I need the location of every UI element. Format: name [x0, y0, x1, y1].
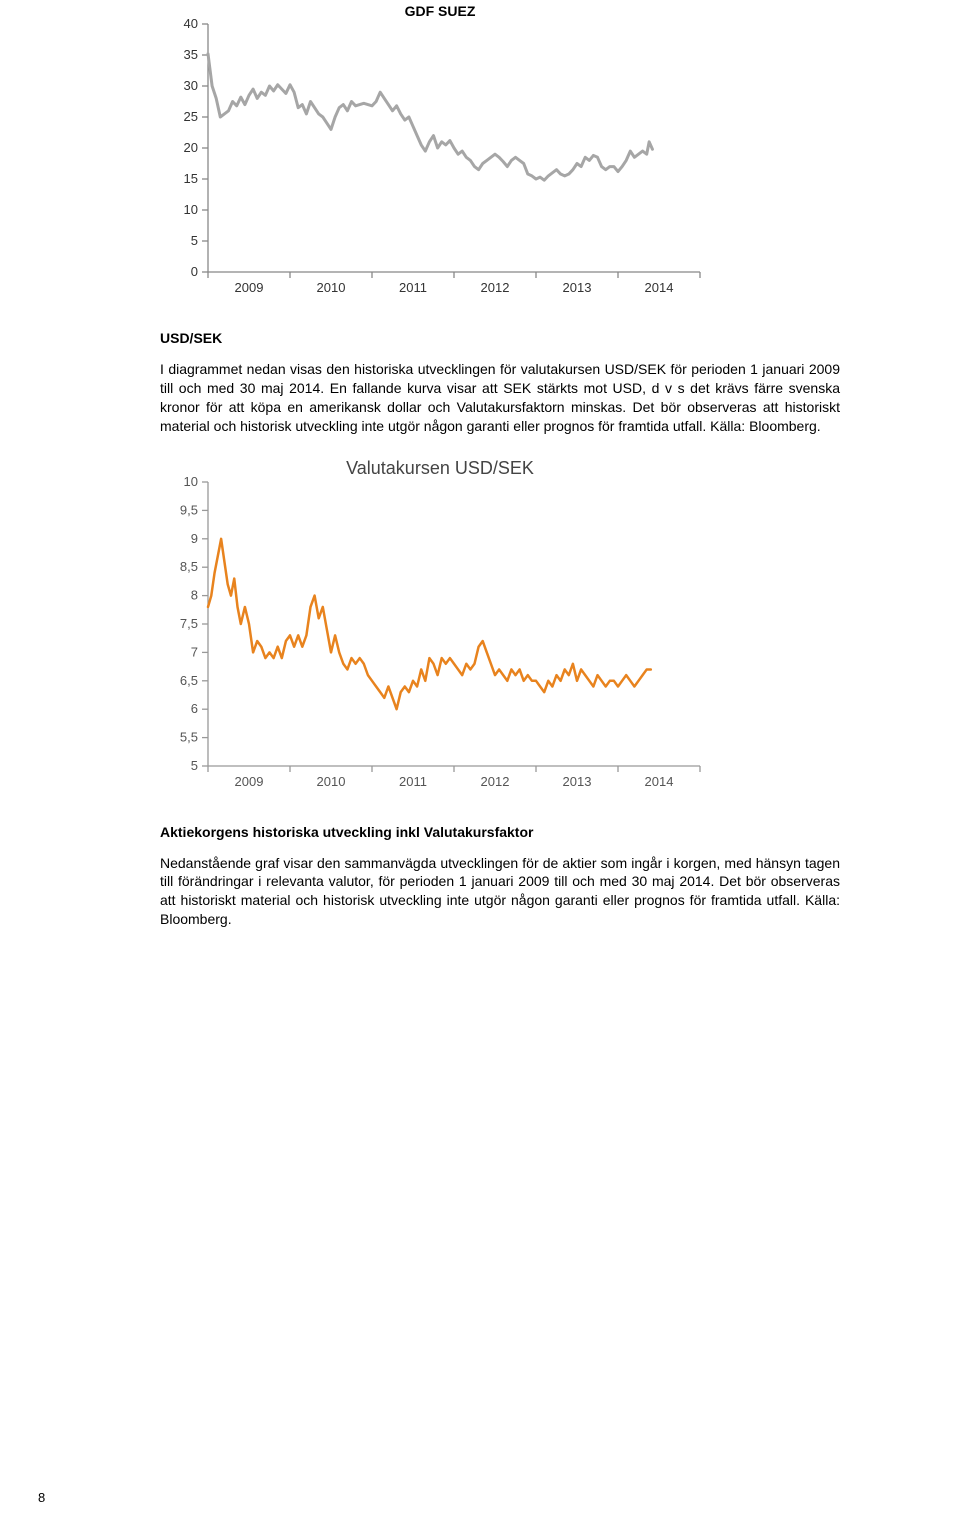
svg-text:2009: 2009	[235, 280, 264, 295]
svg-text:2013: 2013	[563, 774, 592, 789]
svg-text:2010: 2010	[317, 280, 346, 295]
usdsek-chart: Valutakursen USD/SEK 5 5,5 6 6,5 7 7,5 8 8,5 9 9,5…	[160, 454, 840, 794]
svg-text:5: 5	[191, 758, 198, 773]
aktiekorgen-paragraph: Nedanstående graf visar den sammanvägda …	[160, 854, 840, 930]
svg-text:2014: 2014	[645, 280, 674, 295]
svg-text:2012: 2012	[481, 774, 510, 789]
svg-text:15: 15	[184, 171, 198, 186]
svg-text:10: 10	[184, 202, 198, 217]
svg-text:0: 0	[191, 264, 198, 279]
svg-text:2011: 2011	[399, 774, 427, 789]
svg-text:6: 6	[191, 701, 198, 716]
svg-text:9,5: 9,5	[180, 502, 198, 517]
svg-text:2014: 2014	[645, 774, 674, 789]
usdsek-chart-svg: Valutakursen USD/SEK 5 5,5 6 6,5 7 7,5 8 8,5 9 9,5…	[160, 454, 720, 794]
svg-text:2011: 2011	[399, 280, 427, 295]
usdsek-heading: USD/SEK	[160, 330, 840, 346]
svg-text:2010: 2010	[317, 774, 346, 789]
gdf-suez-chart: GDF SUEZ 0 5 10 15 20 25 30 35 40 2009 2010 2011 2012…	[160, 0, 840, 300]
svg-text:Valutakursen USD/SEK: Valutakursen USD/SEK	[346, 458, 534, 478]
svg-text:9: 9	[191, 530, 198, 545]
aktiekorgen-heading: Aktiekorgens historiska utveckling inkl …	[160, 824, 840, 840]
svg-text:25: 25	[184, 109, 198, 124]
svg-text:40: 40	[184, 16, 198, 31]
svg-text:2013: 2013	[563, 280, 592, 295]
svg-text:5: 5	[191, 233, 198, 248]
svg-text:20: 20	[184, 140, 198, 155]
svg-text:30: 30	[184, 78, 198, 93]
svg-text:8: 8	[191, 587, 198, 602]
svg-text:8,5: 8,5	[180, 559, 198, 574]
svg-text:GDF SUEZ: GDF SUEZ	[405, 3, 476, 19]
svg-text:7: 7	[191, 644, 198, 659]
svg-text:35: 35	[184, 47, 198, 62]
page-number: 8	[38, 1490, 45, 1505]
svg-text:7,5: 7,5	[180, 616, 198, 631]
gdf-suez-chart-svg: GDF SUEZ 0 5 10 15 20 25 30 35 40 2009 2010 2011 2012…	[160, 0, 720, 300]
svg-text:2012: 2012	[481, 280, 510, 295]
svg-text:5,5: 5,5	[180, 729, 198, 744]
svg-text:6,5: 6,5	[180, 672, 198, 687]
svg-text:10: 10	[184, 474, 198, 489]
usdsek-paragraph: I diagrammet nedan visas den historiska …	[160, 360, 840, 436]
svg-text:2009: 2009	[235, 774, 264, 789]
